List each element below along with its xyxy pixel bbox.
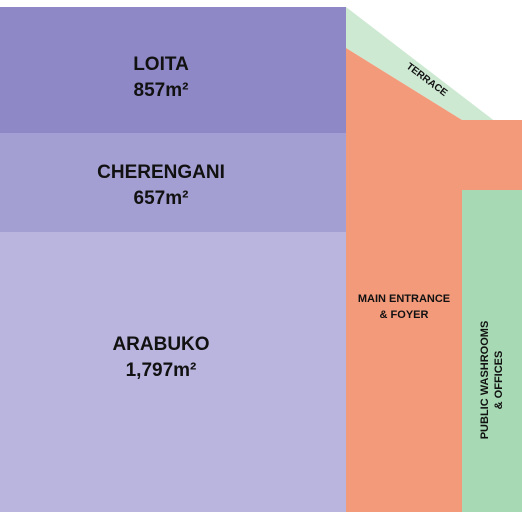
washrooms-line2: & OFFICES [493,351,505,410]
room-arabuko[interactable] [0,232,346,512]
loita-area: 857m² [134,80,189,101]
cherengani-name: CHERENGANI [97,162,225,183]
arabuko-name: ARABUKO [112,334,209,355]
main-entrance-line1: MAIN ENTRANCE [358,293,450,305]
room-main-entrance[interactable] [346,48,522,512]
arabuko-area: 1,797m² [126,360,197,381]
room-cherengani[interactable] [0,133,346,232]
loita-name: LOITA [133,54,189,75]
cherengani-area: 657m² [134,188,189,209]
room-loita[interactable] [0,7,346,133]
main-entrance-line2: & FOYER [380,309,429,321]
room-public-washrooms[interactable] [462,190,522,512]
washrooms-line1: PUBLIC WASHROOMS [479,321,491,440]
